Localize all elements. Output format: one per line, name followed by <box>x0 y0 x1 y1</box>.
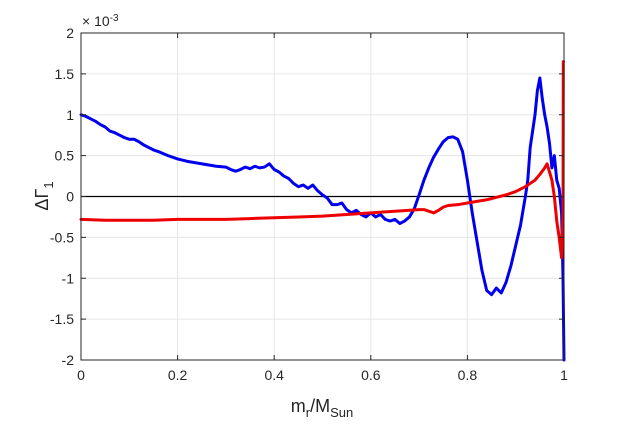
y-tick-label: 1 <box>66 107 74 123</box>
x-tick-label: 1 <box>560 367 568 383</box>
x-tick-label: 0.2 <box>168 367 188 383</box>
y-tick-label: 2 <box>66 25 74 41</box>
x-tick-label: 0.8 <box>458 367 478 383</box>
y-exponent-label: × 10-3 <box>82 13 119 29</box>
y-tick-label: 0.5 <box>55 148 75 164</box>
series-group <box>79 60 566 362</box>
axis-ticks: 0 0.2 0.4 0.6 0.8 1 -2 -1.5 -1 -0.5 0 0.5 1 1.5 2 <box>50 25 568 383</box>
y-tick-label: 0 <box>66 189 74 205</box>
y-tick-label: -1 <box>62 270 75 286</box>
y-axis-label: ΔΓ1 <box>32 181 56 210</box>
series-line-2 <box>79 60 566 260</box>
x-tick-label: 0 <box>77 367 85 383</box>
y-tick-label: -0.5 <box>50 229 74 245</box>
y-tick-label: -1.5 <box>50 311 74 327</box>
x-tick-label: 0.4 <box>264 367 284 383</box>
x-tick-label: 0.6 <box>361 367 381 383</box>
y-tick-label: 1.5 <box>55 66 75 82</box>
x-axis-label: mr/MSun <box>291 396 353 420</box>
y-tick-label: -2 <box>62 352 75 368</box>
